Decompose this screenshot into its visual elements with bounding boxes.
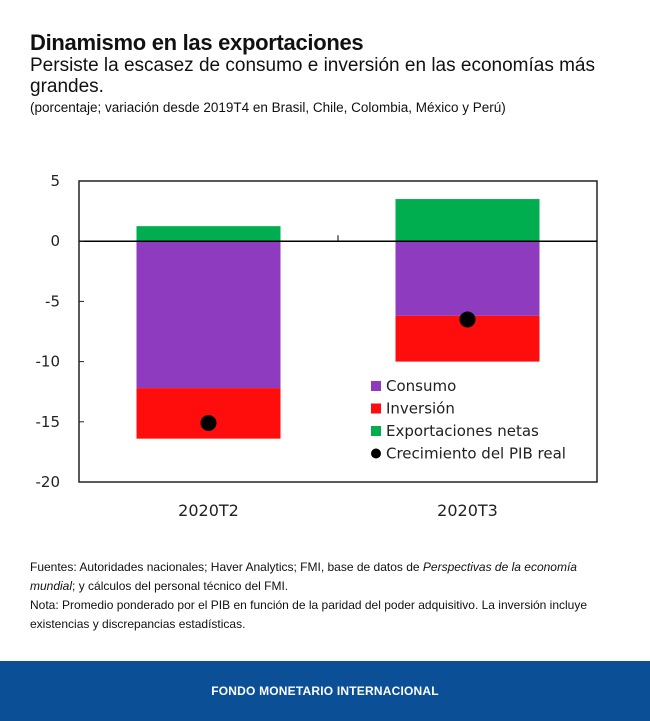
legend-label: Exportaciones netas [386, 422, 539, 440]
point-pib-2020t2 [200, 415, 217, 432]
y-tick-label: -20 [36, 473, 61, 491]
chart-subtitle: Persiste la escasez de consumo e inversi… [30, 55, 595, 97]
y-tick-label: 5 [50, 172, 60, 190]
legend-swatch-consumo [371, 381, 381, 391]
y-tick-label: -5 [45, 292, 60, 310]
plot-frame [78, 180, 598, 483]
sources-note: Fuentes: Autoridades nacionales; Haver A… [30, 558, 620, 596]
chart-axes: 2020T2 2020T3 5 0 -5 -10 -15 -20 [36, 172, 598, 520]
chart-marks [136, 199, 540, 439]
point-pib-2020t3 [459, 311, 476, 328]
bar-exportaciones-netas-2020t2 [136, 226, 281, 242]
bar-consumo-2020t2 [136, 241, 281, 389]
footer-banner: FONDO MONETARIO INTERNACIONAL [0, 661, 650, 721]
chart-title: Dinamismo en las exportaciones [30, 30, 364, 55]
legend-label: Consumo [386, 377, 456, 395]
chart-units: (porcentaje; variación desde 2019T4 en B… [30, 100, 506, 115]
footer-label: FONDO MONETARIO INTERNACIONAL [211, 684, 439, 698]
bar-consumo-2020t3 [395, 241, 540, 316]
chart-legend: Consumo Inversión Exportaciones netas Creci… [371, 377, 566, 463]
legend-swatch-exportaciones-netas [371, 426, 381, 436]
y-tick-label: 0 [50, 232, 60, 250]
sources-publication: Perspectivas de la economía mundial [30, 560, 577, 593]
legend-label: Crecimiento del PIB real [386, 445, 566, 463]
y-tick-label: -15 [36, 413, 61, 431]
x-tick-label: 2020T3 [437, 501, 498, 520]
legend-swatch-inversión [371, 403, 381, 414]
method-note: Nota: Promedio ponderado por el PIB en f… [30, 598, 588, 631]
sources-text-end: ; y cálculos del personal técnico del FM… [72, 579, 289, 593]
bar-inversión-2020t2 [136, 388, 281, 439]
chart: 2020T2 2020T3 5 0 -5 -10 -15 -20 Consumo Inversi… [36, 172, 598, 520]
legend-marker-pib [371, 448, 381, 459]
y-tick-label: -10 [36, 353, 61, 371]
chart-notes: Fuentes: Autoridades nacionales; Haver A… [30, 558, 620, 634]
bar-exportaciones-netas-2020t3 [395, 199, 540, 242]
x-tick-label: 2020T2 [178, 501, 239, 520]
sources-text: Fuentes: Autoridades nacionales; Haver A… [30, 560, 423, 574]
legend-label: Inversión [386, 400, 455, 418]
